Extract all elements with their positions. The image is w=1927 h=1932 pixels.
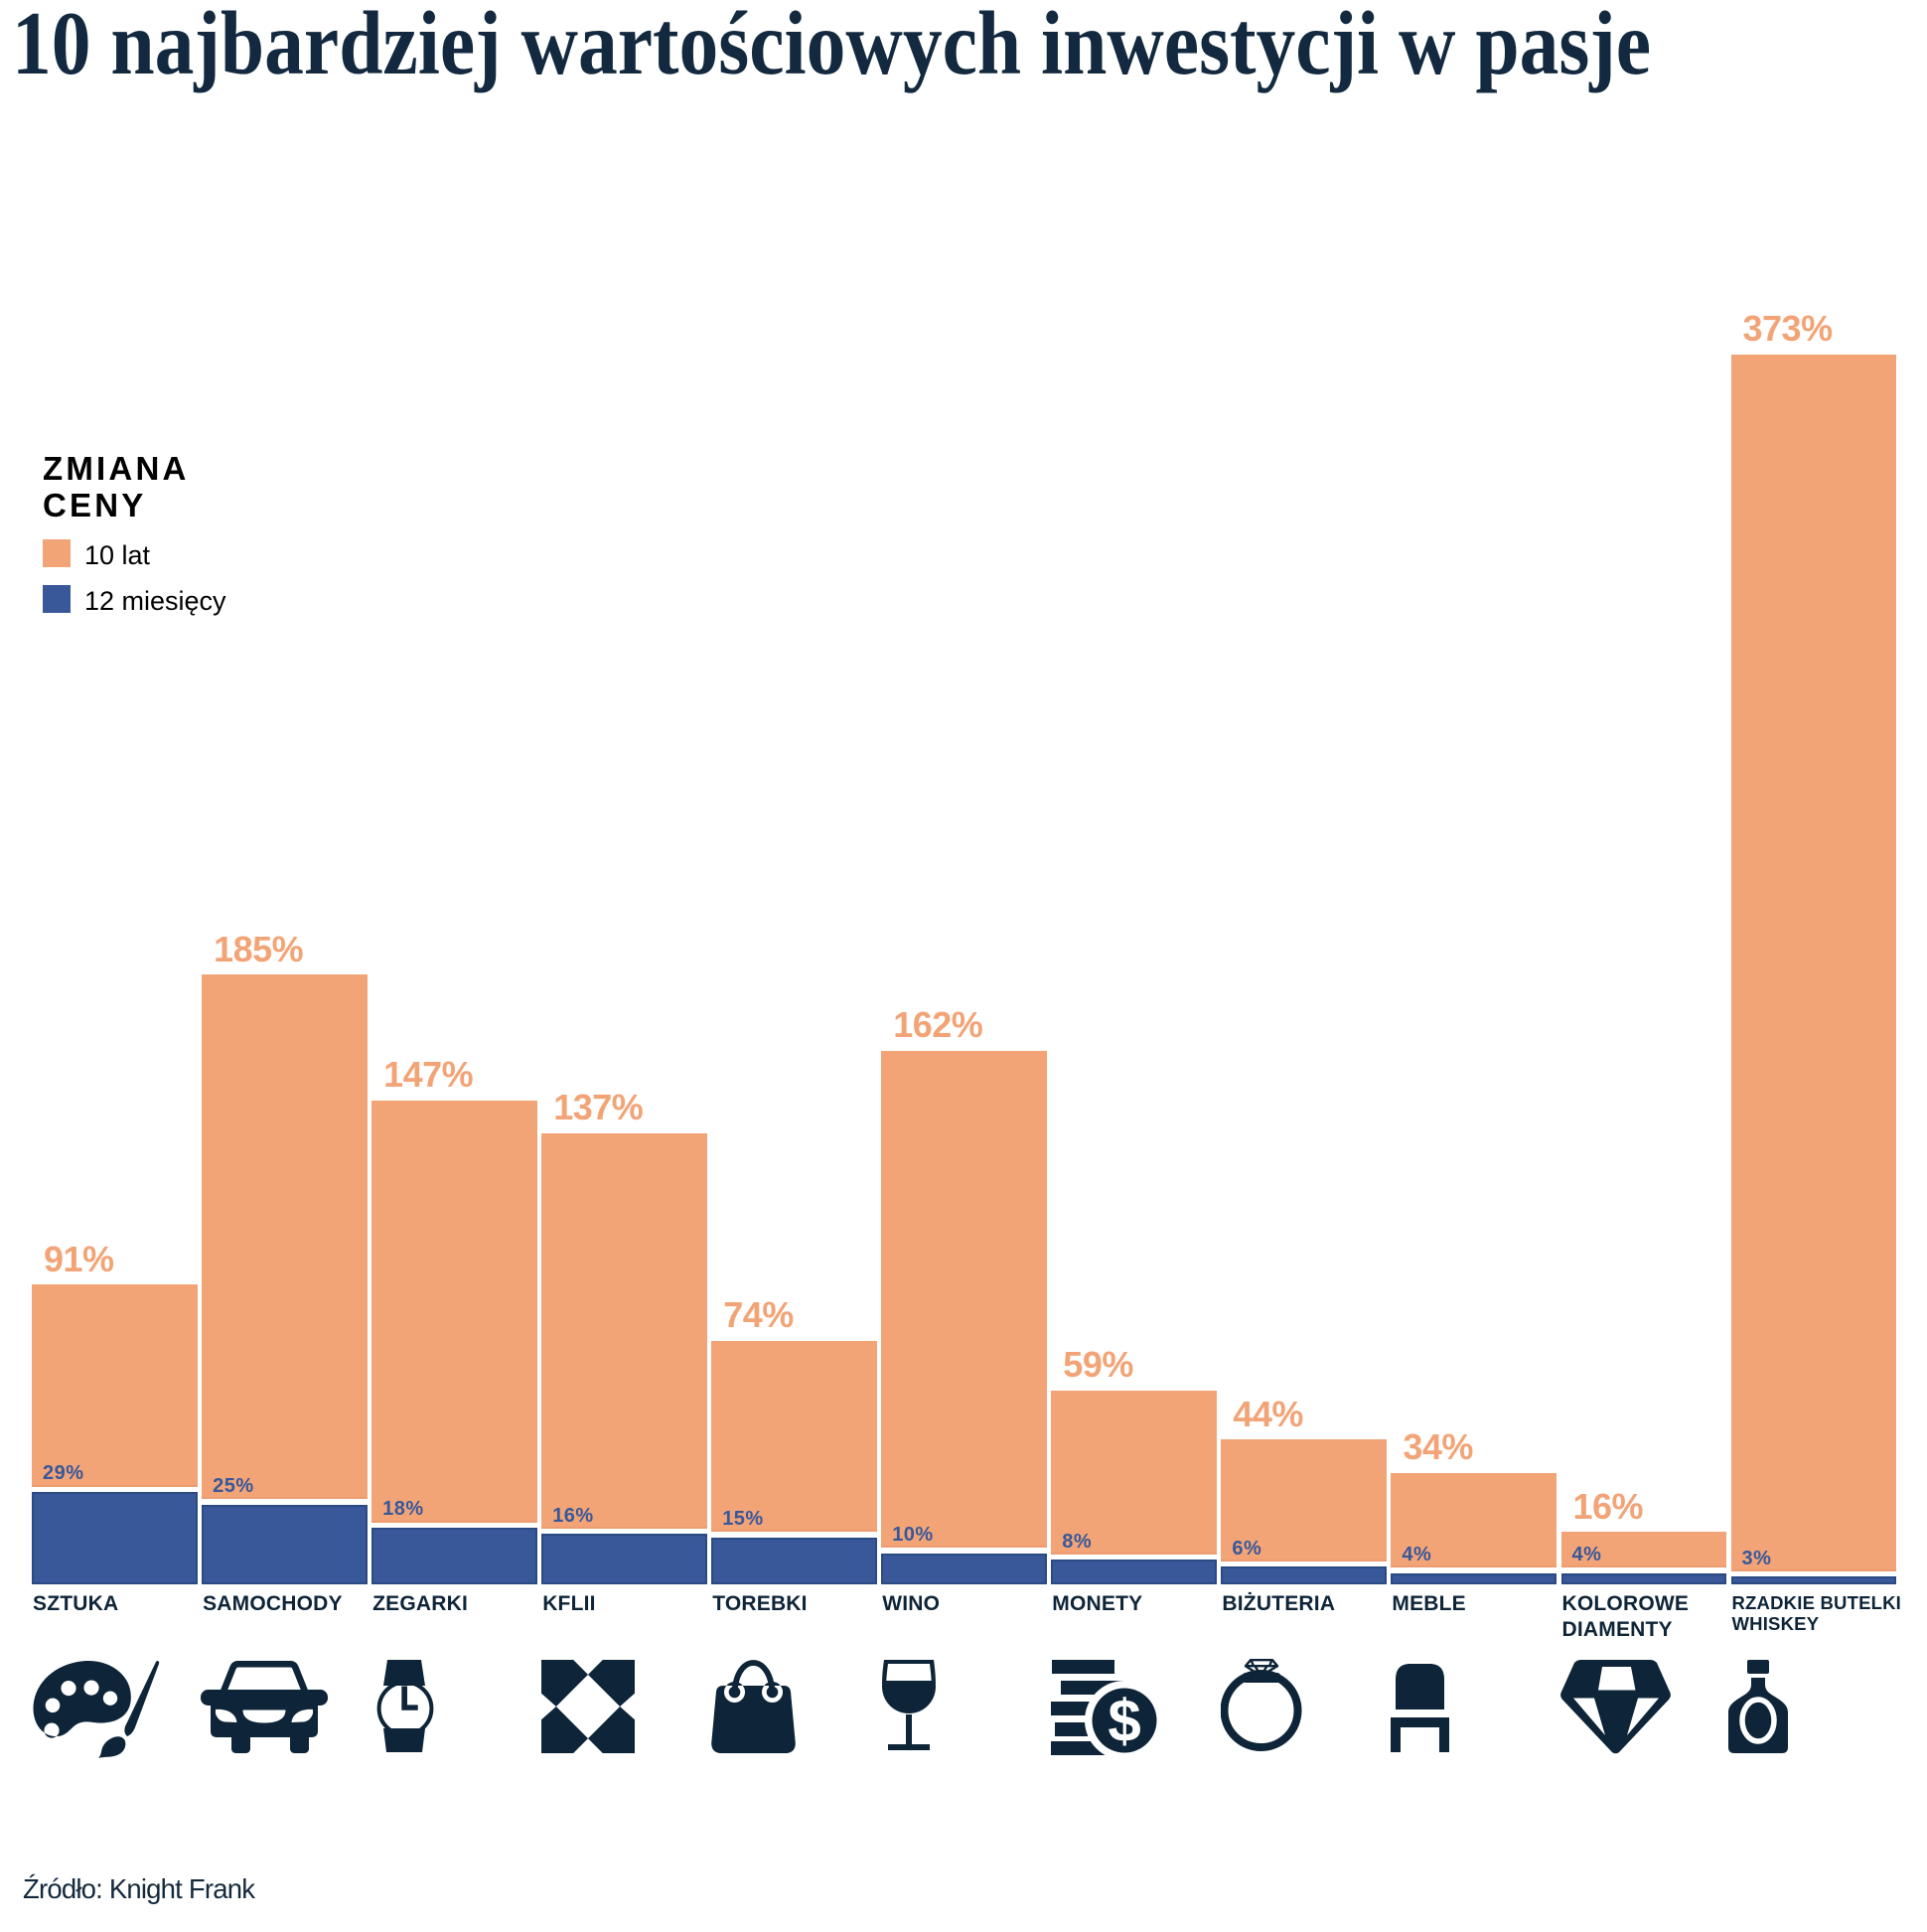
svg-text:$: $	[1108, 1688, 1140, 1754]
